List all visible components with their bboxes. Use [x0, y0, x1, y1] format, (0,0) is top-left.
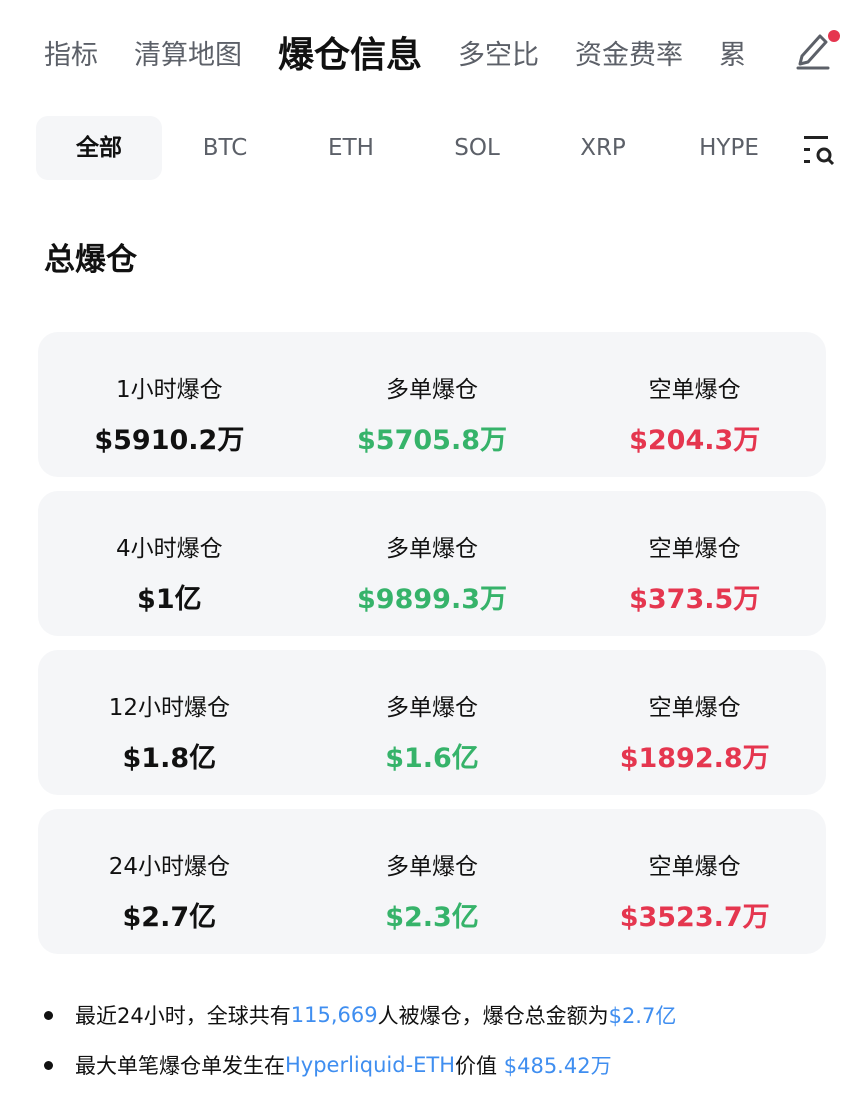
- pencil-icon: [796, 30, 840, 70]
- filter-all[interactable]: 全部: [36, 116, 162, 180]
- long-value: $9899.3万: [357, 584, 507, 615]
- liquidation-card-1h: 1小时爆仓 $5910.2万 多单爆仓 $5705.8万 空单爆仓 $204.3万: [38, 332, 826, 477]
- bullet-icon: [44, 1060, 53, 1070]
- total-label: 4小时爆仓: [116, 536, 223, 562]
- short-label: 空单爆仓: [648, 695, 741, 721]
- short-value: $3523.7万: [619, 902, 770, 933]
- liquidation-card-4h: 4小时爆仓 $1亿 多单爆仓 $9899.3万 空单爆仓 $373.5万: [38, 491, 826, 636]
- filter-sol[interactable]: SOL: [454, 135, 500, 161]
- filter-btc[interactable]: BTC: [202, 135, 248, 161]
- liquidation-card-24h: 24小时爆仓 $2.7亿 多单爆仓 $2.3亿 空单爆仓 $3523.7万: [38, 809, 826, 954]
- summary-notes: 最近24小时，全球共有 115,669 人被爆仓，爆仓总金额为 $2.7亿 最大单笔爆…: [44, 990, 676, 1090]
- long-label: 多单爆仓: [386, 695, 478, 721]
- notification-dot: [828, 30, 840, 42]
- note-24h-summary: 最近24小时，全球共有 115,669 人被爆仓，爆仓总金额为 $2.7亿: [44, 990, 676, 1040]
- bullet-icon: [44, 1010, 53, 1020]
- largest-order-value: $485.42万: [503, 1054, 612, 1078]
- filter-eth[interactable]: ETH: [328, 135, 374, 161]
- edit-button[interactable]: [790, 26, 840, 76]
- total-label: 1小时爆仓: [116, 377, 223, 403]
- long-value: $5705.8万: [357, 425, 507, 456]
- coin-filters: 全部 BTC ETH SOL XRP HYPE: [36, 116, 864, 180]
- note-largest-order: 最大单笔爆仓单发生在 Hyperliquid-ETH 价值 $485.42万: [44, 1040, 676, 1090]
- tab-long-short-ratio[interactable]: 多空比: [458, 39, 540, 71]
- tab-more[interactable]: 累: [719, 39, 747, 71]
- total-value: $2.7亿: [122, 902, 217, 933]
- long-label: 多单爆仓: [386, 377, 478, 403]
- total-label: 24小时爆仓: [108, 854, 230, 880]
- filter-hype[interactable]: HYPE: [699, 135, 759, 161]
- total-value: $1.8亿: [122, 743, 217, 774]
- section-title: 总爆仓: [44, 242, 137, 278]
- short-label: 空单爆仓: [648, 536, 741, 562]
- short-value: $373.5万: [629, 584, 761, 615]
- long-value: $1.6亿: [385, 743, 479, 774]
- total-amount: $2.7亿: [608, 1004, 677, 1028]
- long-label: 多单爆仓: [386, 536, 478, 562]
- tab-liquidation-info[interactable]: 爆仓信息: [278, 35, 423, 76]
- long-label: 多单爆仓: [386, 854, 478, 880]
- top-tabs: 指标 清算地图 爆仓信息 多空比 资金费率 累: [44, 22, 864, 82]
- liquidated-count: 115,669: [290, 1003, 378, 1027]
- liquidation-card-12h: 12小时爆仓 $1.8亿 多单爆仓 $1.6亿 空单爆仓 $1892.8万: [38, 650, 826, 795]
- total-value: $1亿: [137, 584, 202, 615]
- short-value: $204.3万: [629, 425, 761, 456]
- exchange-pair-link[interactable]: Hyperliquid-ETH: [285, 1053, 456, 1077]
- total-value: $5910.2万: [94, 425, 245, 456]
- tab-indicators[interactable]: 指标: [44, 39, 98, 71]
- short-value: $1892.8万: [619, 743, 770, 774]
- short-label: 空单爆仓: [648, 854, 741, 880]
- list-search-icon[interactable]: [804, 134, 838, 166]
- total-label: 12小时爆仓: [108, 695, 230, 721]
- filter-xrp[interactable]: XRP: [580, 135, 626, 161]
- tab-funding-rate[interactable]: 资金费率: [575, 39, 684, 71]
- long-value: $2.3亿: [385, 902, 479, 933]
- tab-liquidation-map[interactable]: 清算地图: [134, 39, 242, 71]
- short-label: 空单爆仓: [648, 377, 741, 403]
